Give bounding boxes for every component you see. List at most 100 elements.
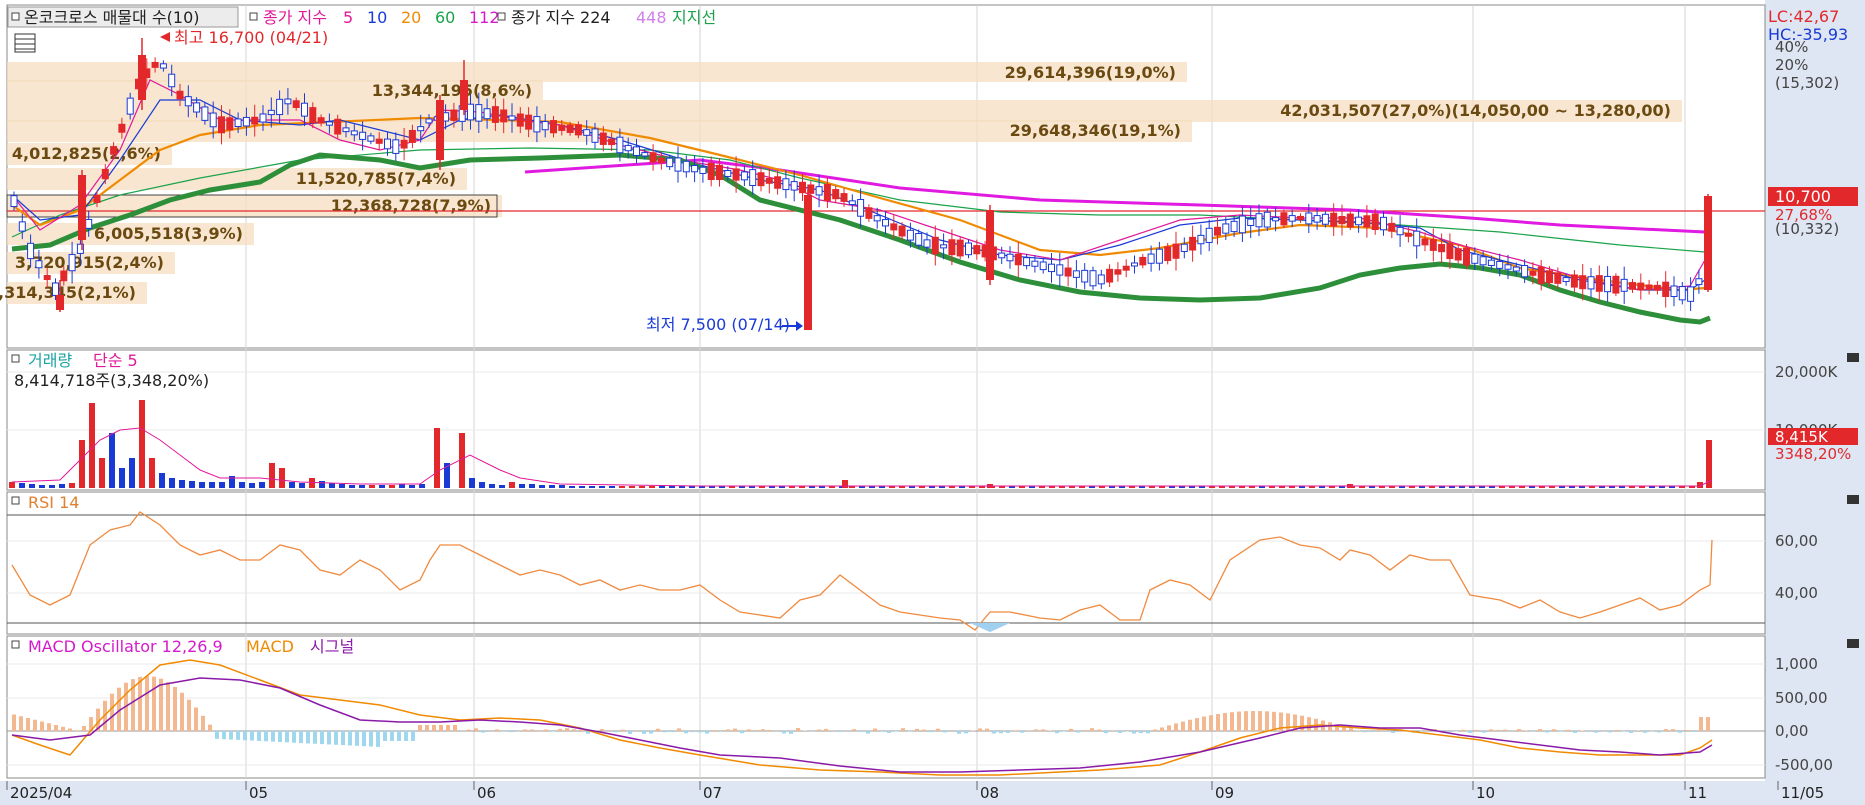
candle xyxy=(649,144,657,171)
volume-bar xyxy=(469,478,475,488)
candle xyxy=(1131,255,1138,274)
macd-oscillator-bar xyxy=(327,731,331,745)
volume-bar xyxy=(1599,486,1605,488)
macd-axis-label: 500,00 xyxy=(1775,689,1828,707)
candle xyxy=(1081,263,1089,290)
candle-body xyxy=(716,164,723,181)
macd-oscillator-bar xyxy=(1174,723,1178,731)
candle xyxy=(566,121,574,136)
candle xyxy=(276,90,284,124)
candle-body xyxy=(574,124,582,136)
candle xyxy=(716,158,723,187)
candle xyxy=(682,155,690,178)
candle xyxy=(1313,207,1321,230)
volume-bar xyxy=(39,485,45,488)
volume-bar xyxy=(1129,486,1135,488)
macd-oscillator-bar xyxy=(530,729,534,731)
macd-oscillator-bar xyxy=(1104,731,1108,734)
volume-bar xyxy=(179,480,185,488)
volume-bar xyxy=(249,483,255,488)
candle-body xyxy=(799,181,806,194)
candle xyxy=(1222,217,1230,240)
candle-body xyxy=(1413,230,1421,247)
volume-profile-bar xyxy=(7,168,467,190)
candle xyxy=(1695,269,1703,294)
volume-bar xyxy=(1419,486,1425,488)
macd-axis-label: 1,000 xyxy=(1775,655,1818,673)
candle xyxy=(1662,271,1670,308)
candle xyxy=(1189,225,1197,262)
candle-body xyxy=(450,109,458,121)
candle-body xyxy=(1421,238,1429,246)
candle xyxy=(1263,208,1271,231)
volume-bar xyxy=(829,486,835,488)
macd-oscillator-bar xyxy=(166,682,170,731)
volume-profile-label: 6,005,518(3,9%) xyxy=(94,224,243,243)
candle xyxy=(1629,279,1636,293)
macd-oscillator-bar xyxy=(61,726,65,731)
volume-bar xyxy=(359,485,365,488)
candle xyxy=(1089,266,1097,290)
x-axis-label: 08 xyxy=(980,784,999,802)
candle xyxy=(408,124,416,149)
candle-body xyxy=(516,113,524,127)
rsi-line xyxy=(11,511,1713,631)
hc-badge: HC:-35,93 xyxy=(1768,25,1848,44)
candle xyxy=(633,138,640,164)
candle-body xyxy=(309,107,317,124)
candle xyxy=(823,177,831,208)
volume-bar xyxy=(419,484,425,488)
macd-oscillator-bar xyxy=(432,725,436,731)
price-axis-label: 20% xyxy=(1775,56,1808,74)
candle-body xyxy=(1629,282,1636,290)
candle-body xyxy=(1280,212,1288,226)
macd-oscillator-bar xyxy=(47,723,51,731)
macd-oscillator-bar xyxy=(292,731,296,743)
candle-body xyxy=(898,225,906,237)
macd-oscillator-bar xyxy=(768,729,772,731)
macd-oscillator-bar xyxy=(1559,731,1563,732)
macd-oscillator-bar xyxy=(1139,731,1143,734)
candle-body xyxy=(78,175,86,240)
candle xyxy=(1521,259,1529,284)
macd-oscillator-bar xyxy=(915,728,919,731)
legend-ma-period: 5 xyxy=(343,8,353,27)
volume-bar xyxy=(799,486,805,488)
volume-bar xyxy=(1589,486,1595,488)
candle-body xyxy=(1155,248,1163,264)
volume-bar xyxy=(1389,486,1395,488)
legend-ma2-extra: 448 xyxy=(636,8,667,27)
candle-body xyxy=(209,112,217,128)
candle xyxy=(1056,252,1064,287)
candle-large xyxy=(436,95,444,170)
candle-body xyxy=(1554,272,1562,284)
macd-oscillator-bar xyxy=(1279,712,1283,731)
volume-bar xyxy=(789,486,795,488)
candle xyxy=(1438,233,1446,263)
macd-oscillator-bar xyxy=(1118,731,1122,733)
macd-oscillator-bar xyxy=(215,731,219,739)
volume-bar xyxy=(519,484,525,488)
volume-bar xyxy=(949,486,955,488)
candle-body xyxy=(566,124,574,133)
candle-body xyxy=(201,106,209,121)
macd-oscillator-bar xyxy=(1608,731,1612,733)
macd-oscillator-bar xyxy=(1468,731,1472,733)
candle xyxy=(1479,251,1487,271)
candle-body xyxy=(425,118,433,124)
candle-body xyxy=(890,223,898,231)
volume-bar xyxy=(999,486,1005,488)
candle xyxy=(475,92,483,134)
candle xyxy=(616,128,624,162)
macd-oscillator-bar xyxy=(1447,731,1451,733)
volume-bar xyxy=(369,485,375,488)
candle xyxy=(1305,203,1313,234)
volume-bar xyxy=(59,484,65,488)
macd-oscillator-bar xyxy=(89,717,93,731)
candle xyxy=(541,113,549,138)
volume-bar xyxy=(1689,486,1695,488)
candle-large xyxy=(1704,194,1712,292)
candle-body xyxy=(1454,248,1462,261)
candle xyxy=(1388,216,1396,239)
volume-bar xyxy=(1179,486,1185,488)
